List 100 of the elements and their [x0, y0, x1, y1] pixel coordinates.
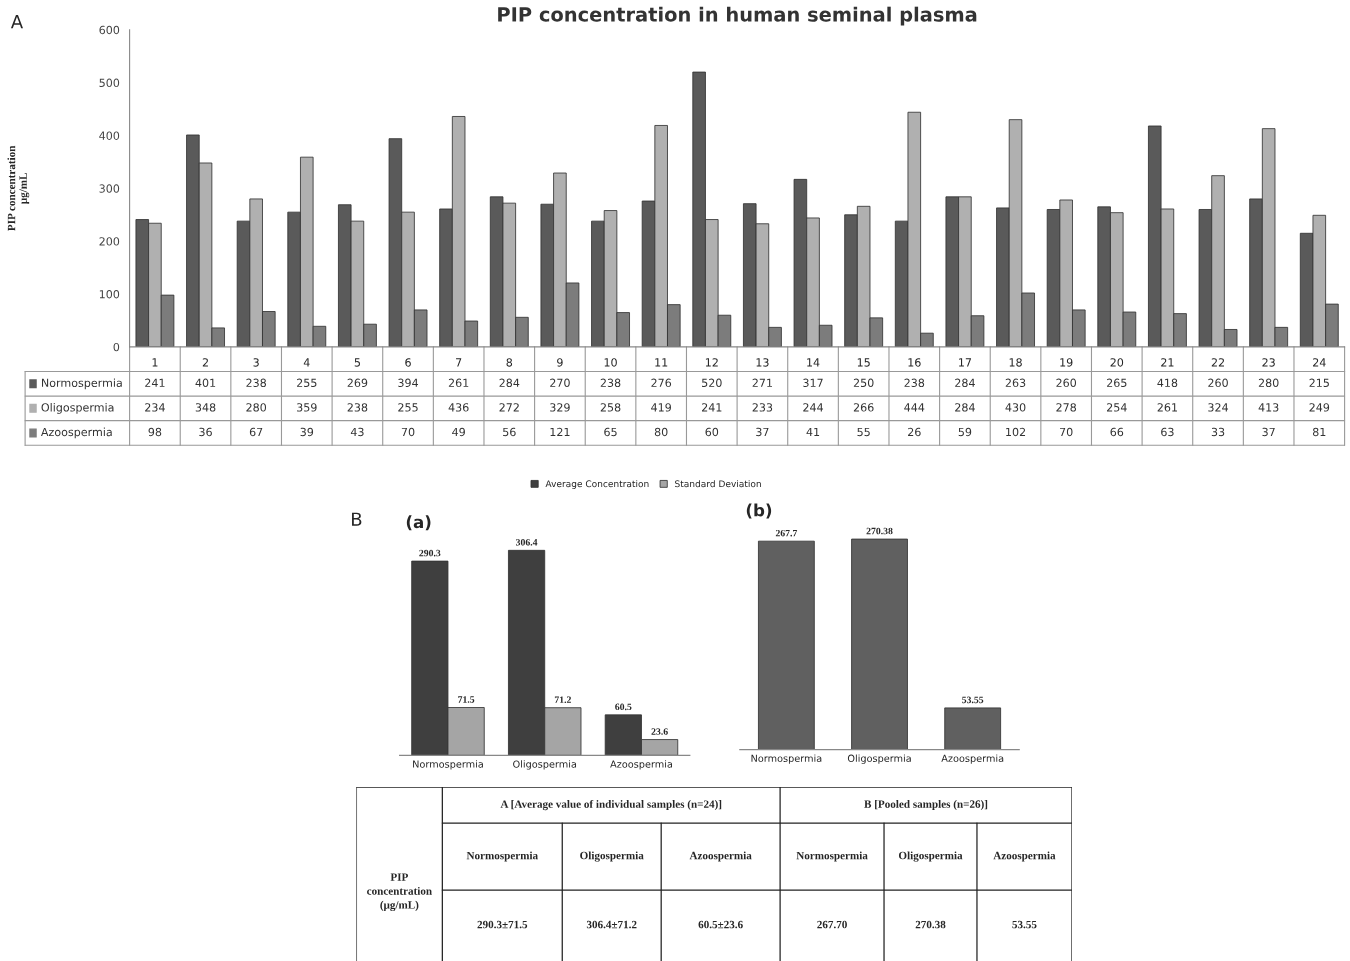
data-label: 59	[958, 427, 972, 437]
data-label: 267.7	[775, 529, 798, 537]
text: 290.3±71.5	[477, 920, 528, 929]
data-label: 121	[550, 427, 570, 437]
data-label: 81	[1312, 427, 1326, 437]
x-tick-label: 19	[1060, 358, 1073, 367]
data-label: 520	[702, 378, 722, 388]
data-label: 49	[452, 427, 465, 437]
x-tick-label: Azoospermia	[941, 754, 1004, 764]
x-tick-label: 22	[1211, 358, 1224, 367]
data-label: 60.5	[615, 703, 632, 711]
x-tick-label: Oligospermia	[513, 760, 577, 770]
data-label: 290.3	[419, 549, 441, 557]
text: A	[10, 14, 23, 29]
data-label: 261	[448, 378, 469, 388]
data-label: 255	[398, 403, 418, 412]
data-label: 37	[1262, 427, 1275, 437]
data-label: 250	[853, 378, 874, 388]
category-label: Oligospermia	[898, 851, 963, 862]
y-tick-label: 200	[99, 237, 120, 246]
data-label: 260	[1208, 378, 1228, 388]
data-label: 249	[1309, 403, 1330, 412]
data-label: 265	[1107, 378, 1127, 388]
text: B [Pooled samples (n=26)]	[864, 800, 988, 811]
data-label: 324	[1208, 403, 1229, 412]
legend-label: Azoospermia	[40, 427, 112, 439]
data-label: 271	[752, 378, 772, 387]
data-label: 70	[401, 427, 415, 437]
data-label: 65	[604, 427, 617, 437]
data-label: 269	[347, 378, 368, 388]
text: 60.5±23.6	[698, 920, 743, 929]
x-tick-label: 12	[705, 358, 718, 367]
data-label: 276	[651, 378, 672, 388]
x-tick-label: 18	[1009, 358, 1022, 367]
text: 267.70	[817, 920, 847, 929]
data-label: 71.5	[458, 696, 475, 703]
text: 270.38	[915, 920, 946, 929]
data-label: 41	[806, 427, 820, 437]
data-label: 270.38	[866, 527, 893, 535]
category-label: Azoospermia	[689, 851, 752, 862]
category-label: Oligospermia	[580, 851, 644, 862]
y-tick-label: 600	[99, 25, 120, 35]
data-label: 317	[803, 378, 823, 388]
x-tick-label: 2	[202, 358, 208, 367]
x-tick-label: 7	[456, 358, 462, 367]
data-label: 36	[199, 427, 212, 437]
data-label: 270	[550, 378, 570, 388]
x-tick-label: 20	[1110, 358, 1124, 367]
data-label: 430	[1005, 403, 1026, 412]
data-label: 284	[955, 378, 975, 388]
data-label: 284	[955, 403, 975, 412]
data-label: 419	[651, 403, 671, 412]
data-label: 394	[398, 378, 419, 388]
text: 306.4±71.2	[586, 920, 637, 929]
data-label: 280	[1258, 378, 1279, 388]
data-label: 254	[1107, 403, 1127, 412]
y-tick-label: 300	[99, 184, 120, 193]
data-label: 56	[503, 427, 516, 437]
data-label: 359	[297, 403, 317, 412]
x-tick-label: 14	[807, 358, 820, 367]
category-label: Normospermia	[466, 851, 538, 862]
data-label: 348	[195, 403, 216, 412]
x-tick-label: 16	[908, 358, 921, 367]
x-tick-label: Normospermia	[413, 760, 483, 770]
data-label: 80	[654, 427, 668, 437]
text: B	[352, 512, 362, 526]
data-label: 255	[297, 378, 317, 388]
data-label: 66	[1110, 427, 1124, 437]
y-tick-label: 0	[113, 342, 120, 352]
data-label: 98	[148, 427, 162, 437]
data-label: 401	[195, 378, 216, 388]
category-label: Normospermia	[796, 851, 868, 862]
data-label: 43	[350, 427, 364, 437]
text: A [Average value of individual samples (n=24)]	[500, 799, 722, 811]
data-label: 39	[300, 427, 314, 437]
x-tick-label: 10	[604, 358, 617, 367]
legend-label: Oligospermia	[41, 402, 114, 414]
data-label: 266	[853, 403, 874, 412]
data-label: 37	[756, 427, 769, 437]
x-tick-label: 21	[1161, 358, 1174, 367]
data-label: 260	[1056, 378, 1077, 388]
data-label: 60	[705, 427, 719, 437]
data-label: 418	[1157, 378, 1178, 388]
data-label: 238	[347, 403, 368, 412]
x-tick-label: 3	[253, 358, 259, 367]
data-label: 215	[1309, 378, 1329, 388]
chart-title: (a)	[406, 515, 431, 531]
x-tick-label: 5	[354, 358, 360, 367]
y-tick-label: 400	[99, 131, 120, 140]
text: PIP concentration (μg/mL)	[367, 873, 432, 912]
data-label: 241	[702, 403, 722, 412]
chart-title: (b)	[746, 503, 772, 519]
data-label: 233	[752, 403, 773, 412]
x-tick-label: 8	[506, 358, 513, 367]
x-tick-label: Azoospermia	[610, 760, 672, 770]
y-axis-title: PIP concentration μg/mL	[7, 145, 30, 231]
data-label: 71.2	[554, 696, 571, 703]
data-label: 436	[448, 403, 469, 412]
data-label: 284	[499, 378, 520, 388]
x-tick-label: 17	[959, 358, 972, 367]
